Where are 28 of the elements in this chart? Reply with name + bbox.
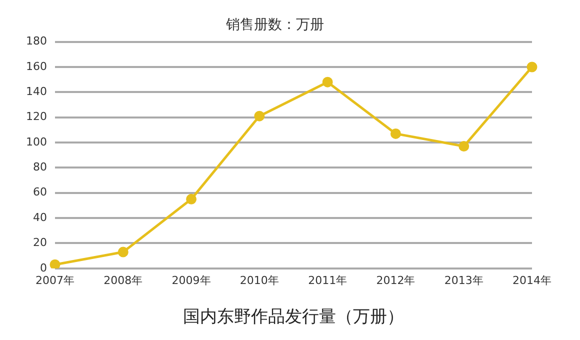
chart-title: 销售册数：万册: [225, 17, 324, 34]
x-tick-label: 2014年: [512, 274, 552, 287]
y-tick-label: 20: [32, 236, 47, 250]
y-tick-label: 100: [26, 135, 47, 148]
y-tick-label: 40: [32, 210, 47, 224]
y-tick-label: 80: [32, 160, 47, 174]
point: [458, 141, 470, 152]
y-tick-label: 140: [26, 85, 47, 98]
x-tick-label: 2008年: [104, 274, 143, 287]
point: [254, 110, 265, 122]
point: [526, 62, 538, 72]
point: [50, 259, 60, 268]
x-tick-label: 2010年: [240, 274, 279, 287]
point: [186, 194, 197, 204]
point: [118, 246, 128, 258]
y-tick-label: 0: [40, 261, 47, 274]
y-tick-label: 120: [26, 110, 47, 124]
y-tick-label: 60: [32, 186, 47, 199]
point: [322, 76, 333, 88]
x-axis-title: 国内东野作品发行量（万册）: [183, 307, 404, 328]
x-tick-label: 2011年: [308, 274, 348, 287]
x-tick-label: 2012年: [376, 274, 416, 287]
y-tick-label: 160: [26, 60, 47, 73]
y-tick-label: 180: [26, 34, 47, 48]
point: [390, 128, 401, 139]
x-tick-label: 2007年: [35, 274, 74, 287]
x-tick-label: 2009年: [172, 274, 211, 287]
x-tick-label: 2013年: [444, 274, 484, 287]
